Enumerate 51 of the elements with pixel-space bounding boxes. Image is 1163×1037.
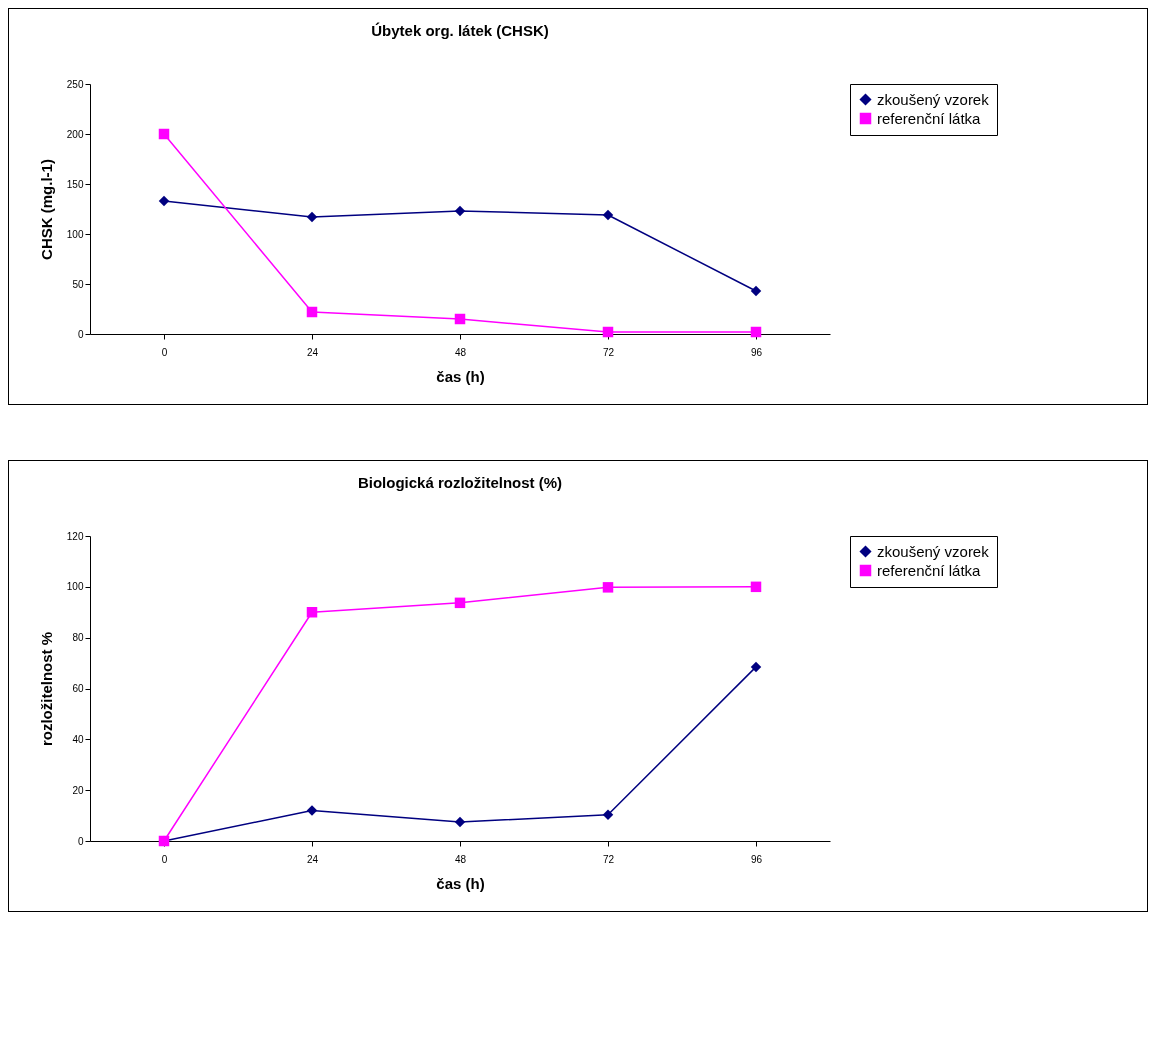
point bbox=[750, 581, 762, 593]
y-tick-label: 80 bbox=[72, 632, 84, 644]
point bbox=[454, 313, 466, 325]
point bbox=[158, 128, 170, 140]
x-tick-label: 72 bbox=[602, 853, 615, 865]
point bbox=[602, 326, 614, 338]
y-tick-label: 0 bbox=[77, 835, 84, 847]
x-tick-label: 48 bbox=[454, 853, 467, 865]
x-axis-title: čas (h) bbox=[436, 874, 485, 892]
y-tick-label: 100 bbox=[66, 581, 84, 593]
point bbox=[306, 211, 318, 223]
x-tick-label: 0 bbox=[161, 346, 168, 358]
y-tick-label: 20 bbox=[72, 784, 84, 796]
x-tick-label: 0 bbox=[161, 853, 168, 865]
chart-title: Úbytek org. látek (CHSK) bbox=[371, 22, 549, 39]
x-tick-label: 48 bbox=[454, 346, 467, 358]
point bbox=[306, 607, 318, 618]
y-tick-label: 150 bbox=[66, 178, 84, 190]
y-axis-title: rozložitelnost % bbox=[37, 631, 55, 747]
point bbox=[454, 597, 466, 609]
y-tick-label: 250 bbox=[66, 78, 84, 90]
point bbox=[306, 805, 318, 816]
legend-label: zkoušený vzorek bbox=[877, 542, 990, 560]
point bbox=[454, 205, 466, 217]
point bbox=[602, 582, 614, 593]
y-tick-label: 50 bbox=[72, 278, 84, 290]
x-tick-label: 96 bbox=[750, 346, 763, 358]
point bbox=[750, 326, 762, 338]
chart-title: Biologická rozložitelnost (%) bbox=[357, 474, 563, 491]
x-tick-label: 24 bbox=[306, 346, 319, 358]
point bbox=[602, 209, 614, 221]
x-tick-label: 72 bbox=[602, 346, 615, 358]
y-tick-label: 100 bbox=[66, 228, 84, 240]
point bbox=[306, 306, 318, 318]
legend-label: zkoušený vzorek bbox=[877, 90, 990, 108]
y-tick-label: 0 bbox=[77, 328, 84, 340]
point bbox=[750, 285, 762, 297]
y-tick-label: 120 bbox=[66, 530, 84, 542]
x-axis-title: čas (h) bbox=[436, 367, 485, 385]
point bbox=[602, 809, 614, 821]
point bbox=[158, 195, 170, 207]
y-tick-label: 200 bbox=[66, 128, 84, 140]
y-tick-label: 40 bbox=[72, 733, 84, 745]
x-tick-label: 96 bbox=[750, 853, 763, 865]
legend-label: referenční látka bbox=[877, 109, 982, 127]
y-axis-title: CHSK (mg.l-1) bbox=[37, 159, 55, 260]
y-tick-label: 60 bbox=[72, 683, 84, 694]
point bbox=[750, 661, 762, 673]
legend-label: referenční látka bbox=[877, 561, 982, 579]
x-tick-label: 24 bbox=[306, 853, 319, 865]
point bbox=[454, 816, 466, 828]
